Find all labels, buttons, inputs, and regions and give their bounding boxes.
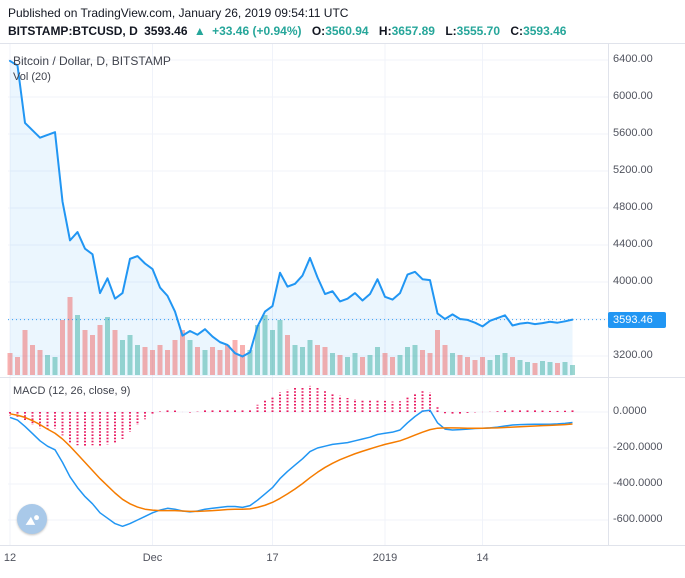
mountain-icon	[25, 514, 39, 525]
close-value: 3593.46	[523, 24, 567, 38]
open-value: 3560.94	[325, 24, 369, 38]
macd-axis-label: -200.0000	[613, 441, 663, 453]
price-axis-label: 4000.00	[613, 275, 653, 287]
high-label: H:	[378, 24, 392, 38]
ohlc-close: C:3593.46	[510, 24, 566, 38]
macd-axis-label: 0.0000	[613, 405, 647, 417]
symbol-info-row: BITSTAMP:BTCUSD, D 3593.46 ▲ +33.46 (+0.…	[8, 24, 569, 38]
price-axis-label: 5200.00	[613, 164, 653, 176]
price-axis-label: 6000.00	[613, 90, 653, 102]
price-axis-label: 6400.00	[613, 53, 653, 65]
up-arrow-icon: ▲	[193, 24, 206, 38]
tradingview-logo[interactable]	[17, 504, 47, 534]
macd-axis-label: -600.0000	[613, 513, 663, 525]
ohlc-high: H:3657.89	[379, 24, 435, 38]
close-label: C:	[510, 24, 524, 38]
volume-legend: Vol (20)	[13, 71, 51, 83]
main-pane-legend: Bitcoin / Dollar, D, BITSTAMP	[13, 54, 171, 68]
price-axis-label: 3200.00	[613, 349, 653, 361]
change-text: +33.46 (+0.94%)	[212, 24, 302, 38]
price-axis-label: 5600.00	[613, 127, 653, 139]
price-axis-label: 4800.00	[613, 201, 653, 213]
last-price: 3593.46	[144, 24, 188, 38]
time-axis-label: 2019	[372, 552, 398, 564]
low-value: 3555.70	[456, 24, 501, 38]
low-label: L:	[445, 24, 457, 38]
macd-legend: MACD (12, 26, close, 9)	[13, 385, 131, 397]
published-caption: Published on TradingView.com, January 26…	[8, 6, 349, 20]
chart-container: Bitcoin / Dollar, D, BITSTAMP Vol (20) M…	[0, 42, 685, 578]
time-axis-label: Dec	[142, 552, 163, 564]
time-axis-label: 12	[3, 552, 17, 564]
ohlc-open: O:3560.94	[312, 24, 369, 38]
symbol-title: BITSTAMP:BTCUSD, D	[8, 24, 138, 38]
high-value: 3657.89	[391, 24, 435, 38]
price-chart-canvas[interactable]	[0, 42, 685, 578]
open-label: O:	[311, 24, 326, 38]
ohlc-low: L:3555.70	[445, 24, 500, 38]
time-axis-label: 14	[476, 552, 489, 564]
macd-axis-label: -400.0000	[613, 477, 663, 489]
time-axis-label: 17	[266, 552, 279, 564]
last-price-badge: 3593.46	[608, 311, 666, 328]
price-axis-label: 4400.00	[613, 238, 653, 250]
